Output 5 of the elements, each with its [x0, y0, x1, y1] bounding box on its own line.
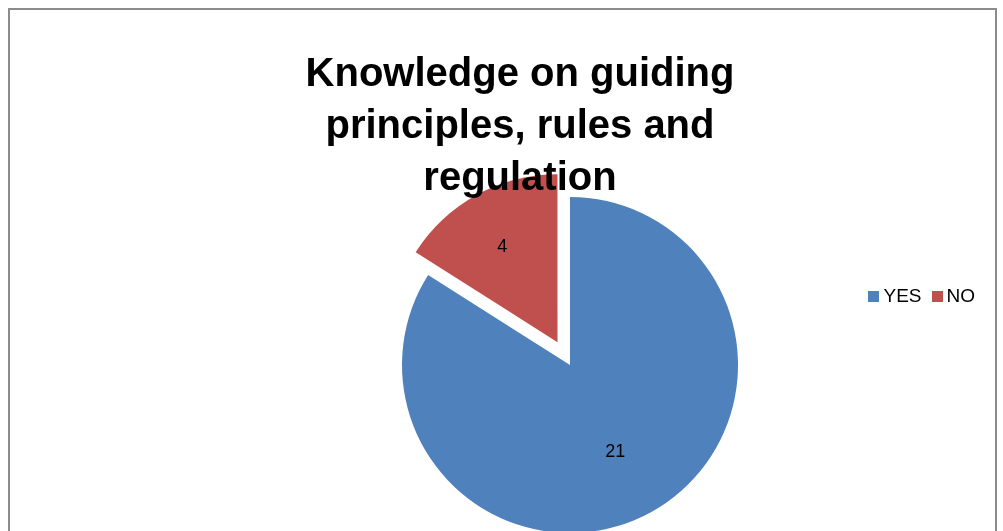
data-label: 4 [497, 235, 508, 256]
legend-label: YES [883, 285, 922, 306]
data-label: 21 [605, 441, 626, 462]
legend-label: NO [946, 285, 975, 306]
chart-title: Knowledge on guiding principles, rules and regulation [304, 49, 736, 200]
